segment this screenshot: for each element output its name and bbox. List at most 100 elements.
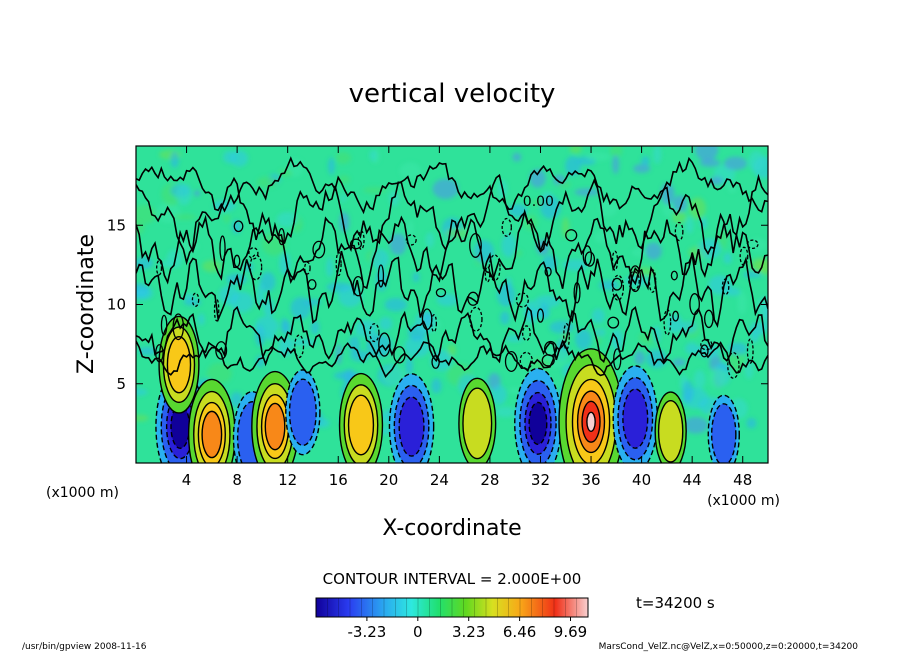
texture-patch: [136, 414, 149, 422]
texture-patch: [631, 267, 655, 276]
cell-contour: [288, 378, 317, 447]
y-tick-label: 10: [107, 296, 126, 314]
texture-patch: [136, 388, 148, 396]
cell-contour: [158, 315, 200, 414]
velocity-cell: [285, 369, 321, 456]
contour-loop: [746, 239, 759, 250]
texture-patch: [206, 362, 232, 385]
texture-patch: [695, 146, 719, 161]
contour-loop: [746, 338, 754, 364]
x-axis: 4 8 12 16 20 24 28 32 36 40 44 48: [182, 146, 752, 489]
contour-loop: [573, 281, 581, 304]
texture-patch: [569, 146, 582, 154]
contour-loop: [727, 351, 740, 379]
contour-loop: [611, 277, 623, 291]
texture-patch: [747, 237, 767, 252]
texture-patch: [230, 291, 254, 313]
cell-band: [586, 412, 596, 432]
texture-patch: [407, 220, 414, 237]
contour-loop: [393, 346, 406, 364]
contour-loop: [700, 338, 713, 351]
colorbar-tick-label: 0: [413, 623, 423, 641]
texture-patch: [737, 291, 747, 315]
contour-loop: [663, 308, 672, 336]
texture-patch: [718, 229, 728, 250]
cell-contour: [343, 384, 379, 463]
contour-loop: [504, 350, 518, 373]
cell-band: [399, 397, 424, 457]
velocity-cell: [388, 373, 435, 463]
contour-loop: [249, 254, 263, 281]
cell-contour: [393, 384, 430, 463]
texture-patch: [575, 328, 592, 351]
cell-contour: [710, 403, 737, 463]
contour-loop: [377, 264, 385, 288]
contour-loop: [430, 314, 438, 333]
contour-loop: [521, 325, 531, 341]
texture-patch: [633, 164, 651, 173]
velocity-cell: [514, 367, 562, 463]
cell-band: [348, 395, 374, 455]
texture-patch: [436, 293, 459, 307]
cell-contour: [347, 394, 375, 456]
x-units-right: (x1000 m): [707, 493, 780, 509]
contour-loop: [335, 251, 342, 277]
texture-patch: [260, 271, 276, 292]
contour-loop: [233, 254, 241, 268]
texture-patch: [202, 260, 222, 273]
x-tick-label: 12: [278, 471, 297, 489]
contour-loop: [469, 232, 482, 258]
texture-patch: [506, 334, 523, 342]
texture-patch: [136, 289, 149, 299]
contour-loop: [700, 344, 709, 358]
x-tick-label: 32: [531, 471, 550, 489]
texture-patch: [598, 199, 618, 217]
contour-loop: [172, 313, 185, 341]
texture-patch: [693, 369, 706, 390]
texture-patch: [591, 308, 605, 324]
cell-contour: [462, 387, 493, 460]
texture-patch: [263, 298, 275, 317]
contour-loop: [213, 298, 220, 322]
texture-patch: [509, 386, 521, 395]
footer-left: /usr/bin/gpview 2008-11-16: [22, 642, 147, 652]
contour-loop: [233, 220, 244, 233]
texture-patch: [405, 356, 413, 376]
velocity-cell: [458, 377, 497, 463]
cell-contour: [707, 394, 740, 463]
cell-band: [462, 388, 492, 459]
texture-patch: [496, 283, 516, 307]
texture-patch: [723, 156, 748, 171]
texture-patch: [254, 316, 279, 336]
contour-loop: [739, 246, 749, 266]
contour-line: [136, 208, 768, 290]
texture-patch: [256, 176, 279, 188]
contour-loop: [629, 265, 642, 293]
cell-contour: [617, 376, 654, 461]
contour-interval-label: CONTOUR INTERVAL = 2.000E+00: [323, 570, 582, 588]
colorbar-tick-label: -3.23: [347, 623, 386, 641]
texture-patch: [645, 242, 662, 260]
cell-contour: [622, 388, 649, 449]
texture-patch: [328, 157, 335, 175]
footer-right: MarsCond_VelZ.nc@VelZ,x=0:50000,z=0:2000…: [598, 642, 858, 652]
texture-patch: [156, 202, 181, 223]
texture-patch: [574, 188, 599, 196]
contour-loop: [612, 274, 625, 301]
contour-loop: [628, 270, 640, 291]
contour-loop: [536, 308, 544, 323]
texture-patch: [585, 152, 611, 162]
cell-contour: [571, 378, 611, 463]
x-units-left: (x1000 m): [46, 485, 119, 501]
cell-contour: [458, 377, 497, 463]
texture-patch: [672, 358, 686, 367]
cell-contour: [166, 336, 192, 394]
contour-loop: [689, 293, 700, 316]
contour-loop: [349, 238, 363, 250]
contour-loop: [613, 348, 622, 371]
colorbar-tick-label: 6.46: [503, 623, 536, 641]
contour-line: [136, 250, 768, 328]
texture-patch: [491, 384, 507, 405]
texture-patch: [355, 319, 378, 338]
contour-loop: [405, 234, 417, 246]
